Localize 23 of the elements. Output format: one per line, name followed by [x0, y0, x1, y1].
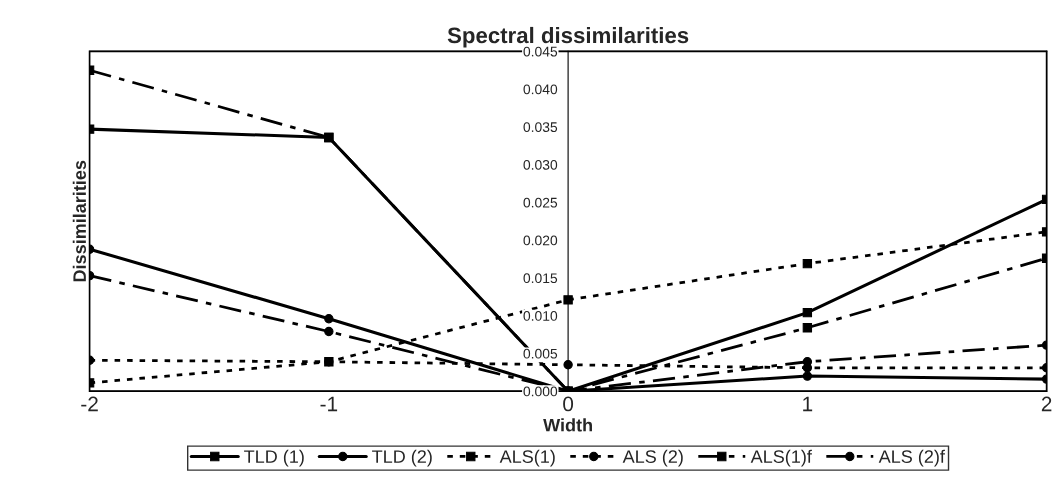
x-tick-label: 0 [563, 396, 574, 412]
y-tick-label: 0.025 [523, 197, 558, 208]
x-tick-label: 2 [1041, 396, 1052, 412]
x-tick-label: 1 [803, 396, 813, 412]
y-tick-label: 0.045 [523, 46, 558, 57]
y-tick-label: 0.010 [523, 311, 558, 321]
x-axis-title: Width [543, 418, 592, 432]
legend-label: ALS (2) [622, 449, 683, 467]
x-tick-label: -1 [320, 396, 338, 412]
y-tick-label: 0.005 [523, 348, 558, 359]
y-tick-label: 0.030 [523, 159, 558, 170]
legend-label: ALS (2)f [878, 449, 945, 467]
legend-label: TLD (2) [372, 449, 432, 467]
y-tick-label: 0.015 [523, 273, 558, 284]
x-tick-label: -2 [81, 396, 98, 412]
y-tick-label: 0.035 [523, 122, 558, 133]
legend-label: ALS(1)f [750, 449, 812, 467]
y-tick-label: 0.040 [523, 84, 558, 95]
y-axis-title: Dissimilarities [72, 160, 87, 282]
y-tick-label: 0.020 [523, 235, 558, 246]
legend-label: TLD (1) [244, 449, 304, 467]
y-tick-label: 0.000 [523, 386, 558, 397]
legend-label: ALS(1) [499, 449, 555, 467]
